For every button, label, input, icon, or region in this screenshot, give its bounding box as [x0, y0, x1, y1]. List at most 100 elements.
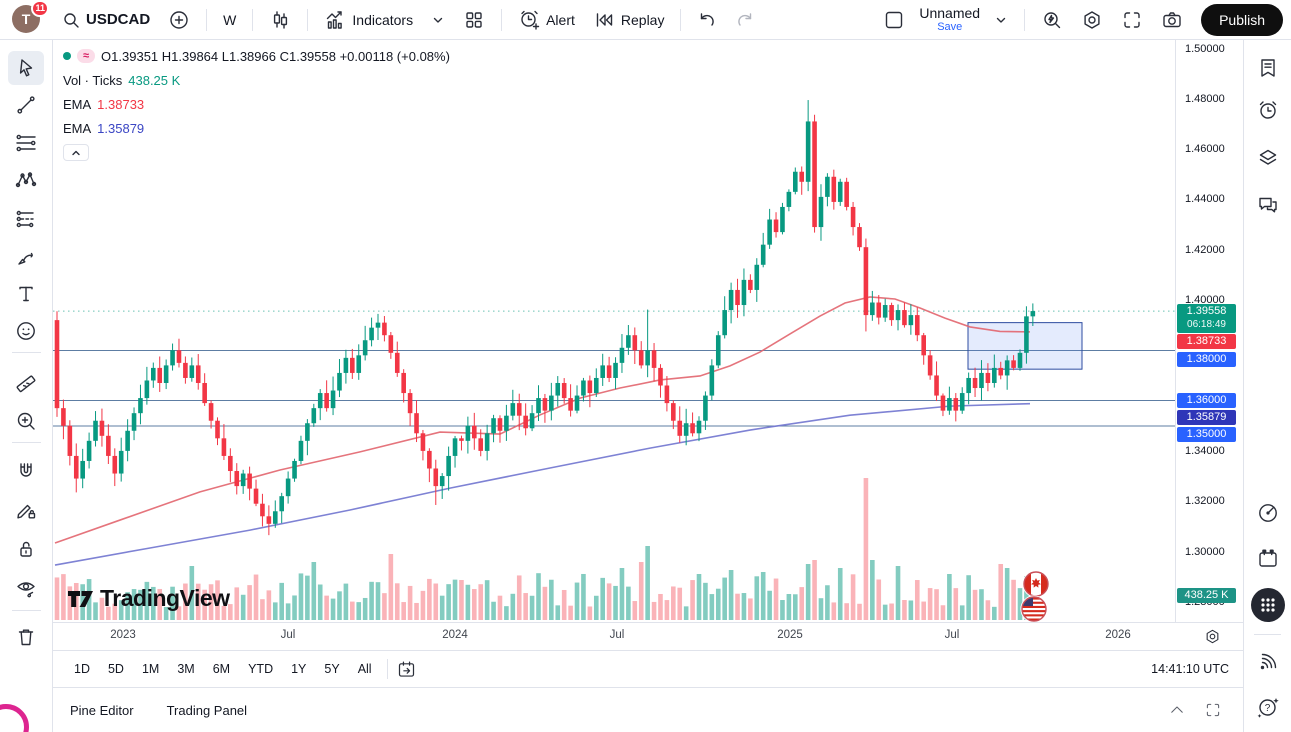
- cursor-tool-button[interactable]: [8, 51, 44, 85]
- range-button-5D[interactable]: 5D: [101, 658, 131, 680]
- range-button-6M[interactable]: 6M: [206, 658, 237, 680]
- range-button-1Y[interactable]: 1Y: [284, 658, 313, 680]
- hide-drawings-icon: [14, 576, 38, 600]
- symbol-search-button[interactable]: USDCAD: [54, 7, 158, 33]
- text-tool-icon: [14, 282, 38, 306]
- range-button-All[interactable]: All: [351, 658, 379, 680]
- position-tool-button[interactable]: [8, 202, 44, 236]
- range-button-YTD[interactable]: YTD: [241, 658, 280, 680]
- layout-name-block[interactable]: Unnamed Save: [915, 4, 984, 36]
- zoom-in-tool-button[interactable]: [8, 404, 44, 438]
- alerts-panel-button[interactable]: [1250, 93, 1286, 127]
- chat-button[interactable]: [1250, 188, 1286, 222]
- maximize-panel-icon[interactable]: [1204, 701, 1222, 719]
- range-button-1M[interactable]: 1M: [135, 658, 166, 680]
- tab-trading-panel[interactable]: Trading Panel: [166, 702, 248, 718]
- price-tick: 1.42000: [1185, 243, 1225, 256]
- legend-volume-row[interactable]: Vol · Ticks 438.25 K: [63, 72, 450, 88]
- fullscreen-button[interactable]: [1113, 5, 1151, 35]
- alerts-clock-icon: [1256, 98, 1280, 122]
- quick-search-button[interactable]: [1033, 5, 1071, 35]
- indicators-dropdown-arrow[interactable]: [423, 9, 453, 31]
- time-label: Jul: [609, 629, 625, 641]
- layout-select-button[interactable]: [875, 5, 913, 35]
- remove-drawings-button[interactable]: [8, 620, 44, 654]
- calendar-button[interactable]: [1250, 542, 1286, 576]
- volume-badge: 438.25 K: [1177, 587, 1236, 603]
- go-to-date-icon[interactable]: [396, 659, 417, 680]
- chart-style-button[interactable]: [261, 5, 299, 35]
- fib-tool-button[interactable]: [8, 126, 44, 160]
- text-tool-button[interactable]: [8, 277, 44, 311]
- lock-drawings-button[interactable]: [8, 532, 44, 566]
- alert-label: Alert: [546, 11, 575, 28]
- ohlc-values: O1.39351 H1.39864 L1.38966 C1.39558 +0.0…: [101, 48, 450, 64]
- toolbar-divider: [12, 352, 41, 353]
- chart-region[interactable]: TradingView ≈ O1.39351 H1.39864 L1.38966…: [53, 40, 1243, 622]
- toolbar-divider: [1024, 8, 1026, 31]
- price-badge: 1.35000: [1177, 427, 1236, 443]
- range-button-3M[interactable]: 3M: [170, 658, 201, 680]
- calendar-icon: [1256, 547, 1280, 571]
- toolbar-divider: [386, 659, 388, 679]
- redo-button[interactable]: [727, 6, 763, 34]
- range-buttons: 1D 5D 1M 3M 6M YTD 1Y 5Y All: [67, 658, 379, 680]
- volume-bars: [54, 478, 1036, 620]
- axis-settings-gear-icon[interactable]: [1204, 628, 1221, 645]
- replay-button[interactable]: Replay: [585, 5, 673, 35]
- compare-add-button[interactable]: [160, 5, 198, 35]
- undo-button[interactable]: [689, 6, 725, 34]
- publish-button[interactable]: Publish: [1201, 3, 1283, 36]
- price-tick: 1.50000: [1185, 42, 1225, 55]
- clock-utc[interactable]: 14:41:10 UTC: [1151, 662, 1229, 676]
- legend-collapse-button[interactable]: [63, 144, 89, 161]
- range-button-1D[interactable]: 1D: [67, 658, 97, 680]
- price-axis[interactable]: 1.50000 1.48000 1.46000 1.44000 1.42000 1.400…: [1175, 40, 1243, 622]
- chart-canvas[interactable]: [53, 40, 1175, 622]
- canada-flag-icon: [1022, 570, 1050, 598]
- chevron-down-icon: [994, 13, 1008, 27]
- plus-circle-icon: [168, 9, 190, 31]
- redo-icon: [735, 10, 755, 30]
- screener-button[interactable]: [1250, 496, 1286, 530]
- trash-icon: [14, 625, 38, 649]
- fib-lines-icon: [14, 131, 38, 155]
- indicator-templates-button[interactable]: [455, 5, 493, 35]
- interval-button[interactable]: W: [215, 8, 244, 32]
- legend-ema1-row[interactable]: EMA 1.38733: [63, 96, 450, 112]
- legend-ohlc-row[interactable]: ≈ O1.39351 H1.39864 L1.38966 C1.39558 +0…: [63, 48, 450, 64]
- watchlist-button[interactable]: [1250, 51, 1286, 85]
- layout-dropdown-arrow[interactable]: [986, 9, 1016, 31]
- ema2-value: 1.35879: [97, 120, 145, 136]
- time-axis[interactable]: 2023 Jul 2024 Jul 2025 Jul 2026: [53, 622, 1243, 650]
- streams-button[interactable]: [1250, 645, 1286, 679]
- tab-pine-editor[interactable]: Pine Editor: [70, 702, 134, 718]
- drawing-mode-lock-button[interactable]: [8, 493, 44, 527]
- legend-ema2-row[interactable]: EMA 1.35879: [63, 120, 450, 136]
- ema1-label: EMA: [63, 96, 92, 112]
- screenshot-button[interactable]: [1153, 5, 1191, 35]
- help-button[interactable]: ?: [1250, 690, 1286, 724]
- trend-line-tool-button[interactable]: [8, 88, 44, 122]
- emoji-tool-button[interactable]: [8, 314, 44, 348]
- magnet-mode-button[interactable]: [8, 455, 44, 489]
- alert-button[interactable]: Alert: [510, 5, 583, 35]
- measure-tool-button[interactable]: [8, 366, 44, 400]
- object-tree-button[interactable]: [1250, 141, 1286, 175]
- toolbar-divider: [680, 8, 682, 31]
- brush-tool-button[interactable]: [8, 240, 44, 274]
- magnet-icon: [14, 460, 38, 484]
- ema2-label: EMA: [63, 120, 92, 136]
- expand-panel-chevron-icon[interactable]: [1168, 701, 1186, 719]
- price-tick: 1.30000: [1185, 545, 1225, 558]
- more-apps-button[interactable]: [1250, 588, 1286, 622]
- grid-layout-icon: [463, 9, 485, 31]
- pattern-tool-button[interactable]: [8, 164, 44, 198]
- settings-button[interactable]: [1073, 5, 1111, 35]
- user-menu-button[interactable]: T 11: [12, 0, 49, 35]
- hide-drawings-button[interactable]: [8, 571, 44, 605]
- save-link[interactable]: Save: [937, 20, 963, 33]
- layers-icon: [1256, 146, 1280, 170]
- range-button-5Y[interactable]: 5Y: [317, 658, 346, 680]
- indicators-button[interactable]: Indicators: [316, 5, 421, 35]
